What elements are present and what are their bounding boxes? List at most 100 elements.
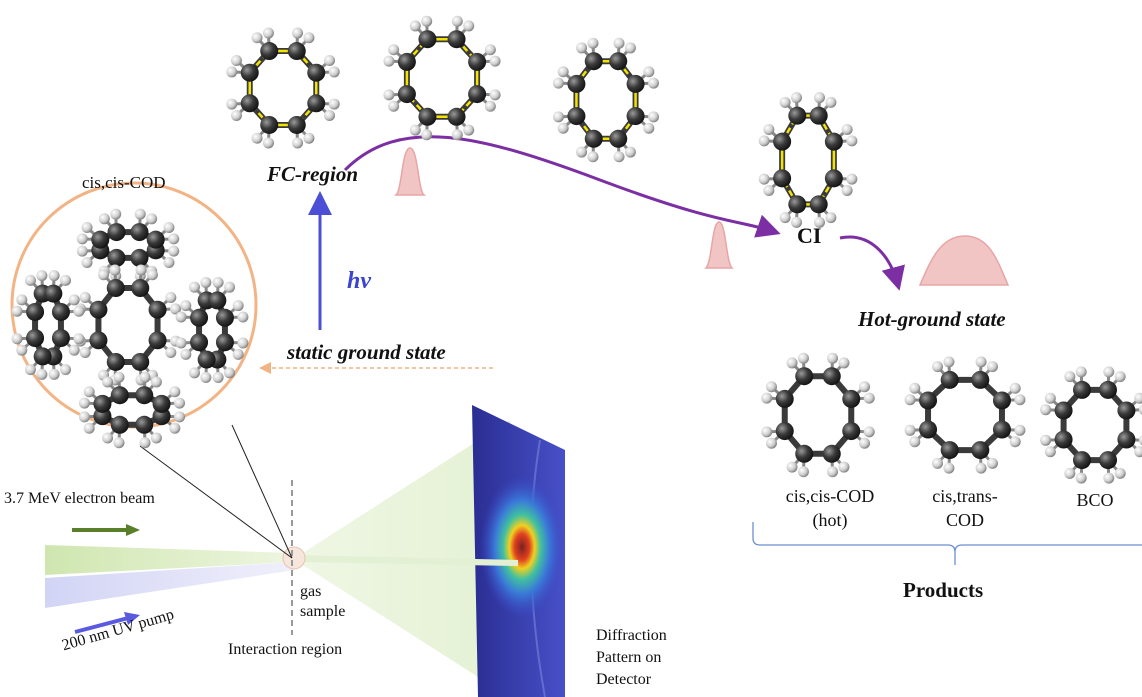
- carbon-atom: [842, 422, 861, 441]
- hydrogen-atom: [98, 269, 110, 281]
- carbon-atom: [809, 195, 828, 214]
- uv-pump-beam: [45, 562, 295, 608]
- carbon-atom: [135, 415, 154, 434]
- carbon-atom: [1117, 430, 1136, 449]
- hydrogen-atom: [763, 123, 775, 135]
- carbon-atom: [110, 415, 129, 434]
- carbon-atom: [106, 279, 125, 298]
- hydrogen-atom: [73, 305, 85, 317]
- hydrogen-atom: [763, 185, 775, 197]
- carbon-atom: [260, 115, 279, 134]
- carbon-atom: [110, 386, 129, 405]
- carbon-atom: [240, 94, 259, 113]
- hydrogen-atom: [975, 462, 987, 474]
- carbon-atom: [131, 279, 150, 298]
- hydrogen-atom: [76, 233, 88, 245]
- hydrogen-atom: [409, 20, 421, 32]
- hydrogen-atom: [383, 55, 395, 67]
- hydrogen-atom: [943, 462, 955, 474]
- carbon-atom: [609, 52, 628, 71]
- molecule-fc-1: [226, 27, 340, 149]
- carbon-atom: [795, 367, 814, 386]
- hydrogen-atom: [303, 32, 315, 44]
- hydrogen-atom: [1014, 424, 1026, 436]
- carbon-atom: [107, 223, 126, 242]
- product-1-line-2: (hot): [812, 510, 848, 530]
- carbon-atom: [146, 230, 165, 249]
- hydrogen-atom: [1044, 446, 1056, 458]
- hydrogen-atom: [779, 212, 791, 224]
- carbon-atom: [940, 370, 959, 389]
- carbon-atom: [190, 333, 209, 352]
- carbon-atom: [135, 386, 154, 405]
- hydrogen-atom: [165, 292, 177, 304]
- hydrogen-atom: [986, 361, 998, 373]
- hydrogen-atom: [648, 111, 660, 123]
- hydrogen-atom: [859, 437, 871, 449]
- carbon-atom: [197, 350, 216, 369]
- hydrogen-atom: [779, 96, 791, 108]
- hydrogen-atom: [624, 146, 636, 158]
- hydrogen-atom: [11, 333, 23, 345]
- hydrogen-atom: [200, 276, 212, 288]
- hydrogen-atom: [827, 352, 839, 364]
- carbon-atom: [215, 308, 234, 327]
- hydrogen-atom: [383, 89, 395, 101]
- hydrogen-atom: [1014, 394, 1026, 406]
- hydrogen-atom: [863, 392, 875, 404]
- hydrogen-atom: [1138, 404, 1142, 415]
- hydrogen-atom: [813, 92, 825, 104]
- hydrogen-atom: [292, 27, 304, 39]
- hydrogen-atom: [324, 109, 336, 121]
- hydrogen-atom: [813, 216, 825, 228]
- hydrogen-atom: [827, 466, 839, 478]
- wavepacket-mid: [704, 221, 734, 269]
- hydrogen-atom: [139, 371, 151, 383]
- hydrogen-atom: [175, 311, 187, 323]
- hydrogen-atom: [262, 137, 274, 149]
- hydrogen-atom: [1075, 366, 1087, 378]
- hydrogen-atom: [613, 37, 625, 49]
- hydrogen-atom: [552, 111, 564, 123]
- carbon-atom: [447, 107, 466, 126]
- hydrogen-atom: [1075, 472, 1087, 484]
- direct-beam: [295, 555, 518, 566]
- hydrogen-atom: [1103, 472, 1115, 484]
- carbon-atom: [1099, 380, 1118, 399]
- carbon-atom: [130, 248, 149, 267]
- hydrogen-atom: [169, 386, 181, 398]
- carbon-atom: [822, 444, 841, 463]
- carbon-atom: [397, 52, 416, 71]
- hydrogen-atom: [388, 100, 400, 112]
- carbon-atom: [307, 94, 326, 113]
- carbon-atom: [148, 300, 167, 319]
- hydrogen-atom: [81, 221, 93, 233]
- hydrogen-atom: [859, 381, 871, 393]
- hydrogen-atom: [846, 135, 858, 147]
- carbon-atom: [106, 352, 125, 371]
- hydrogen-atom: [1134, 446, 1142, 458]
- hydrogen-atom: [1138, 435, 1142, 446]
- hydrogen-atom: [904, 424, 916, 436]
- hydrogen-atom: [489, 55, 501, 67]
- carbon-atom: [287, 42, 306, 61]
- carbon-atom: [992, 420, 1011, 439]
- hydrogen-atom: [150, 376, 162, 388]
- product-label-1: cis,cis-COD (hot): [770, 484, 890, 532]
- hydrogen-atom: [328, 98, 340, 110]
- hydrogen-atom: [451, 129, 463, 141]
- carbon-atom: [1099, 451, 1118, 470]
- carbon-atom: [208, 291, 227, 310]
- hv-label: hν: [347, 268, 371, 294]
- hydrogen-atom: [786, 357, 798, 369]
- carbon-atom: [44, 284, 63, 303]
- trajectory-arrow: [343, 135, 781, 238]
- hydrogen-atom: [986, 457, 998, 469]
- hydrogen-atom: [200, 372, 212, 384]
- hydrogen-atom: [463, 124, 475, 136]
- diffraction-line-1: Diffraction: [596, 627, 667, 644]
- hydrogen-atom: [1009, 382, 1021, 394]
- hydrogen-atom: [251, 132, 263, 144]
- carbon-atom: [940, 441, 959, 460]
